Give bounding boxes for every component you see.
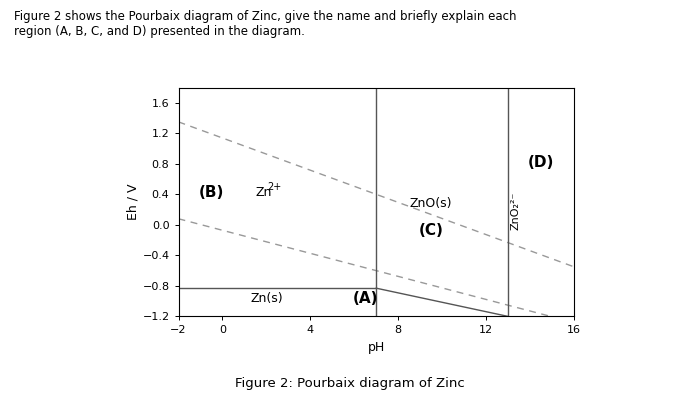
Text: (B): (B) <box>199 185 224 200</box>
Text: Figure 2: Pourbaix diagram of Zinc: Figure 2: Pourbaix diagram of Zinc <box>235 377 465 390</box>
Text: ZnO₂²⁻: ZnO₂²⁻ <box>511 192 521 230</box>
Text: Zn(s): Zn(s) <box>250 293 283 305</box>
Text: Zn: Zn <box>256 186 272 199</box>
Text: ZnO(s): ZnO(s) <box>410 197 452 210</box>
Text: (D): (D) <box>528 155 554 170</box>
Text: (A): (A) <box>353 291 378 306</box>
Y-axis label: Eh / V: Eh / V <box>127 184 139 220</box>
Text: 2+: 2+ <box>267 183 281 193</box>
Text: Figure 2 shows the Pourbaix diagram of Zinc, give the name and briefly explain e: Figure 2 shows the Pourbaix diagram of Z… <box>14 10 517 38</box>
X-axis label: pH: pH <box>368 341 385 354</box>
Text: (C): (C) <box>419 223 444 238</box>
